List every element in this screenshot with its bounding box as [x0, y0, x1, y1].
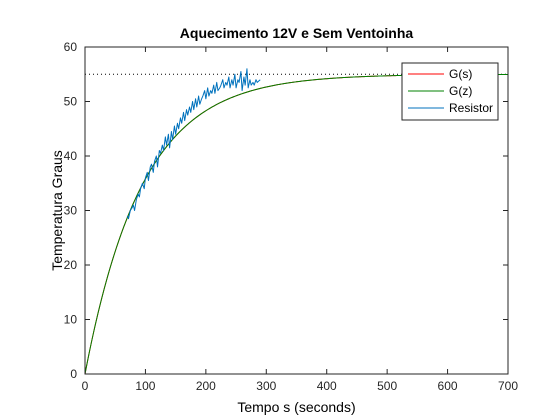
x-tick-label: 500	[377, 379, 397, 393]
y-tick-label: 0	[70, 367, 77, 381]
y-tick-label: 60	[64, 40, 78, 54]
x-tick-label: 200	[196, 379, 216, 393]
y-tick-label: 40	[64, 149, 78, 163]
chart-title: Aquecimento 12V e Sem Ventoinha	[180, 25, 414, 41]
y-axis-label: Temperatura Graus	[49, 150, 65, 271]
x-axis-label: Tempo s (seconds)	[237, 399, 355, 415]
legend-label: G(z)	[449, 84, 472, 98]
legend: G(s) G(z) Resistor	[401, 62, 499, 121]
tick-layer: 0 100 200 300 400 500 600 700 0 10 20 30 40 50 60	[64, 40, 519, 393]
x-tick-label: 400	[317, 379, 337, 393]
y-tick-label: 10	[64, 313, 78, 327]
x-tick-label: 0	[82, 379, 89, 393]
x-tick-label: 600	[438, 379, 458, 393]
x-tick-label: 300	[256, 379, 276, 393]
series-line-resistor	[126, 68, 261, 220]
y-tick-label: 50	[64, 95, 78, 109]
legend-label: G(s)	[449, 67, 472, 81]
legend-label: Resistor	[449, 101, 493, 115]
x-tick-label: 700	[498, 379, 518, 393]
y-tick-label: 20	[64, 258, 78, 272]
y-tick-label: 30	[64, 204, 78, 218]
x-tick-label: 100	[135, 379, 155, 393]
